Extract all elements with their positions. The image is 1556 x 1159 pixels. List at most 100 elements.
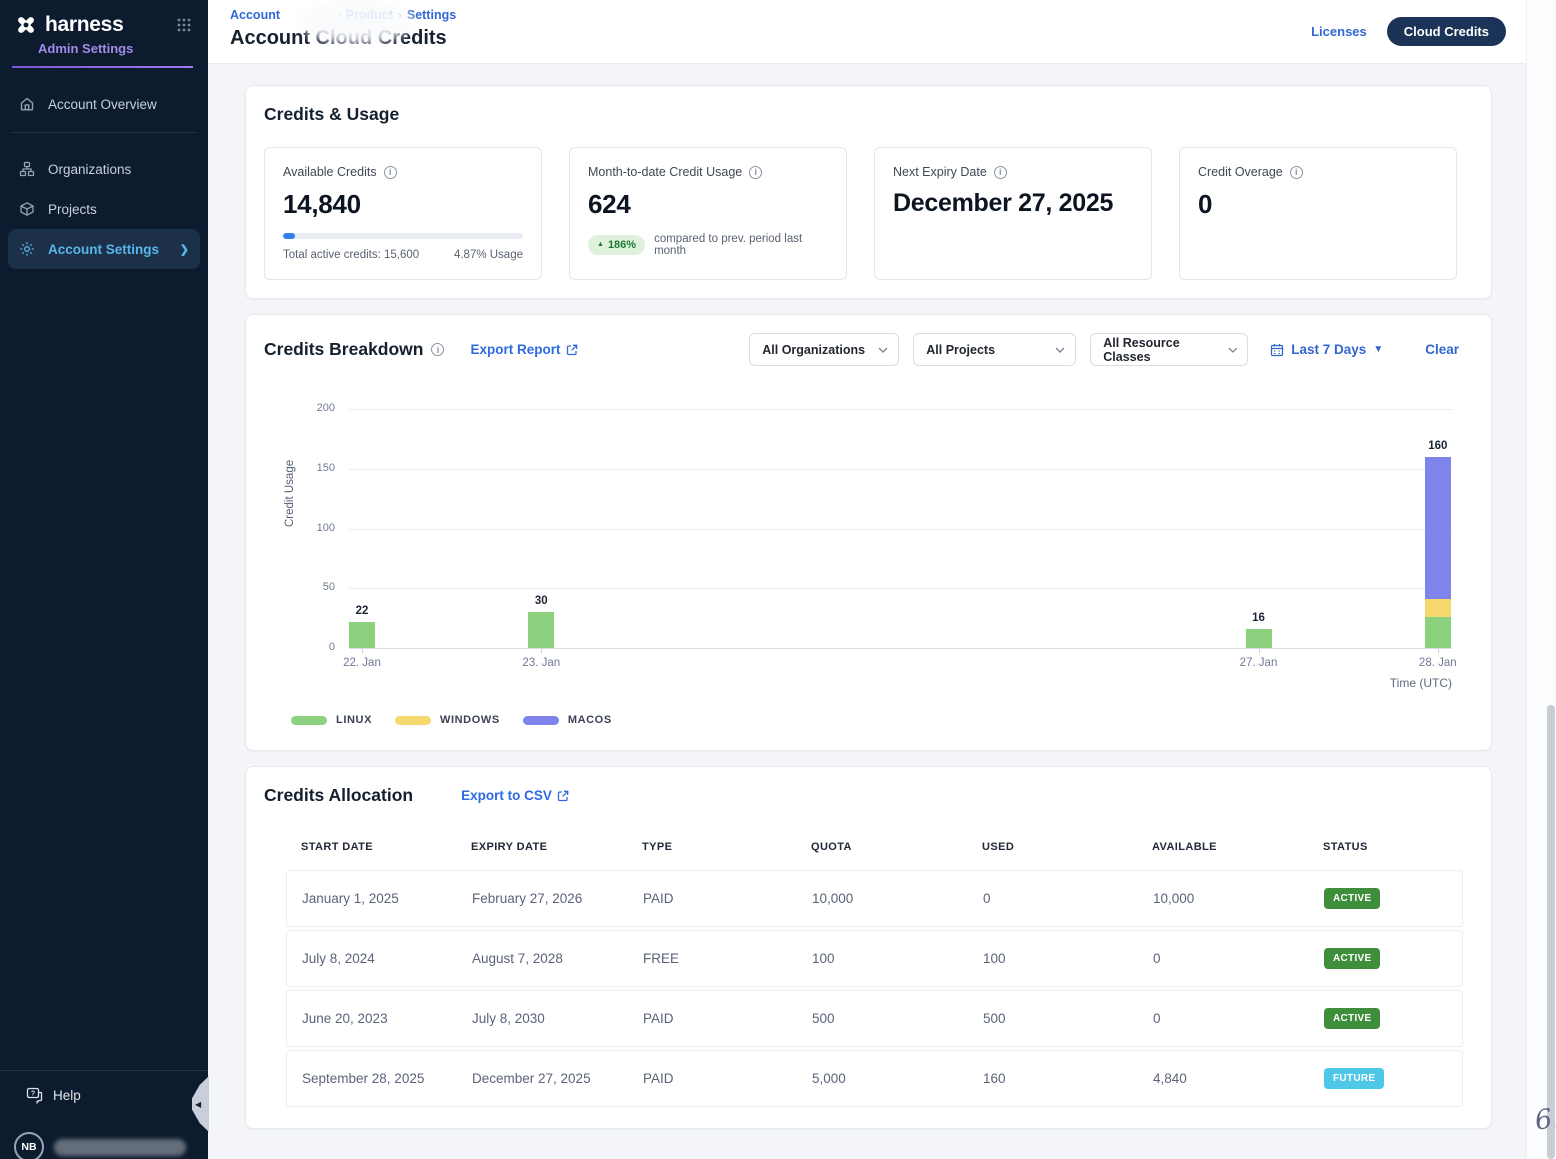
table-cell: FREE: [643, 951, 812, 966]
x-tick-label: 28. Jan: [1393, 657, 1483, 669]
y-tick-label: 200: [289, 402, 335, 414]
credits-allocation-title: Credits Allocation: [264, 785, 413, 806]
available-credits-card: Available Credits i 14,840 Total active …: [264, 147, 542, 280]
info-icon[interactable]: i: [994, 166, 1007, 179]
status-badge: ACTIVE: [1324, 948, 1380, 969]
legend-item-linux[interactable]: LINUX: [291, 714, 372, 726]
table-row[interactable]: June 20, 2023July 8, 2030PAID5005000ACTI…: [286, 990, 1463, 1047]
table-cell: 100: [983, 951, 1153, 966]
y-tick-label: 100: [289, 522, 335, 534]
total-active-credits: Total active credits: 15,600: [283, 249, 419, 261]
credits-usage-panel: Credits & Usage Available Credits i 14,8…: [245, 85, 1492, 299]
help-icon: ?: [26, 1087, 43, 1104]
handwritten-annotation: 6.: [1533, 1102, 1556, 1136]
chevron-down-icon: [1228, 347, 1238, 353]
sidebar: harness Admin Settings Account Overview …: [0, 0, 208, 1159]
table-cell: January 1, 2025: [302, 891, 472, 906]
table-cell: 100: [812, 951, 983, 966]
allocation-table-header: START DATE EXPIRY DATE TYPE QUOTA USED A…: [286, 834, 1463, 860]
chevron-down-icon: [1055, 347, 1065, 353]
organizations-filter-select[interactable]: All Organizations: [749, 333, 899, 366]
sidebar-item-label: Projects: [48, 202, 97, 217]
credits-progress-fill: [283, 233, 295, 239]
info-icon[interactable]: i: [431, 343, 444, 356]
info-icon[interactable]: i: [384, 166, 397, 179]
col-type: TYPE: [642, 841, 811, 853]
cloud-credits-button[interactable]: Cloud Credits: [1387, 17, 1506, 46]
bar-segment-linux[interactable]: [349, 622, 375, 648]
user-row[interactable]: NB: [0, 1132, 208, 1159]
redacted-username: [54, 1139, 186, 1156]
table-cell: 500: [983, 1011, 1153, 1026]
brand-underline: [12, 66, 193, 68]
legend-swatch: [523, 716, 559, 725]
info-icon[interactable]: i: [749, 166, 762, 179]
date-range-picker[interactable]: Last 7 Days ▼: [1270, 342, 1383, 357]
sidebar-nav: Account Overview Organizations Projects …: [0, 84, 208, 269]
credits-chart-plot: 0501001502002222. Jan3023. Jan1627. Jan1…: [264, 370, 1473, 706]
bar-segment-linux[interactable]: [528, 612, 554, 648]
table-cell: July 8, 2024: [302, 951, 472, 966]
bar-value-label: 30: [511, 595, 571, 607]
mtd-usage-value: 624: [588, 188, 828, 221]
breadcrumb-product[interactable]: - Product: [338, 8, 393, 22]
projects-filter-select[interactable]: All Projects: [913, 333, 1076, 366]
table-cell: June 20, 2023: [302, 1011, 472, 1026]
available-credits-value: 14,840: [283, 188, 523, 221]
clear-filters-link[interactable]: Clear: [1425, 342, 1459, 357]
avatar[interactable]: NB: [14, 1132, 44, 1159]
bar-segment-linux[interactable]: [1246, 629, 1272, 648]
col-status: STATUS: [1323, 841, 1463, 853]
gear-icon: [19, 241, 35, 257]
calendar-icon: [1270, 343, 1284, 357]
table-row[interactable]: January 1, 2025February 27, 2026PAID10,0…: [286, 870, 1463, 927]
credit-overage-card: Credit Overage i 0: [1179, 147, 1457, 280]
table-row[interactable]: July 8, 2024August 7, 2028FREE1001000ACT…: [286, 930, 1463, 987]
x-tick-label: 22. Jan: [317, 657, 407, 669]
bar-value-label: 22: [332, 605, 392, 617]
next-expiry-label: Next Expiry Date: [893, 165, 987, 179]
gridline: [349, 588, 1452, 589]
help-button[interactable]: ? Help: [0, 1087, 208, 1104]
vertical-scrollbar-thumb[interactable]: [1547, 705, 1555, 1159]
resource-classes-filter-select[interactable]: All Resource Classes: [1090, 333, 1248, 366]
breadcrumb-settings[interactable]: Settings: [407, 8, 456, 22]
licenses-link[interactable]: Licenses: [1311, 24, 1367, 39]
table-cell: 4,840: [1153, 1071, 1324, 1086]
chart-legend: LINUX WINDOWS MACOS: [291, 714, 1473, 726]
table-cell: 500: [812, 1011, 983, 1026]
delta-note: compared to prev. period last month: [654, 233, 828, 257]
col-expiry-date: EXPIRY DATE: [471, 841, 642, 853]
breadcrumb-account[interactable]: Account: [230, 8, 280, 22]
status-badge: ACTIVE: [1324, 888, 1380, 909]
credits-usage-title: Credits & Usage: [264, 104, 1473, 125]
legend-swatch: [291, 716, 327, 725]
page-title: Account Cloud Credits: [230, 27, 447, 50]
sidebar-bottom: ? Help NB: [0, 1070, 208, 1159]
external-link-icon: [557, 790, 569, 802]
bar-segment-windows[interactable]: [1425, 599, 1451, 617]
mtd-usage-card: Month-to-date Credit Usage i 624 ▲186% c…: [569, 147, 847, 280]
sidebar-subtitle: Admin Settings: [0, 38, 208, 56]
sidebar-item-projects[interactable]: Projects: [8, 189, 200, 229]
table-row[interactable]: September 28, 2025December 27, 2025PAID5…: [286, 1050, 1463, 1107]
export-csv-link[interactable]: Export to CSV: [461, 788, 569, 803]
sidebar-item-account-overview[interactable]: Account Overview: [8, 84, 200, 124]
bar-segment-macos[interactable]: [1425, 457, 1451, 599]
gridline: [349, 469, 1452, 470]
redacted-account-name: [285, 9, 333, 22]
bar-segment-linux[interactable]: [1425, 617, 1451, 648]
org-chart-icon: [19, 161, 35, 177]
credits-allocation-panel: Credits Allocation Export to CSV START D…: [245, 766, 1492, 1129]
allocation-table-body: January 1, 2025February 27, 2026PAID10,0…: [286, 870, 1463, 1107]
stat-cards-row: Available Credits i 14,840 Total active …: [264, 147, 1473, 280]
legend-item-macos[interactable]: MACOS: [523, 714, 612, 726]
legend-item-windows[interactable]: WINDOWS: [395, 714, 500, 726]
info-icon[interactable]: i: [1290, 166, 1303, 179]
module-grid-icon[interactable]: [176, 17, 192, 33]
table-cell: PAID: [643, 891, 812, 906]
x-axis-line: [349, 648, 1452, 649]
sidebar-item-organizations[interactable]: Organizations: [8, 149, 200, 189]
export-report-link[interactable]: Export Report: [470, 342, 577, 357]
sidebar-item-account-settings[interactable]: Account Settings ❯: [8, 229, 200, 269]
